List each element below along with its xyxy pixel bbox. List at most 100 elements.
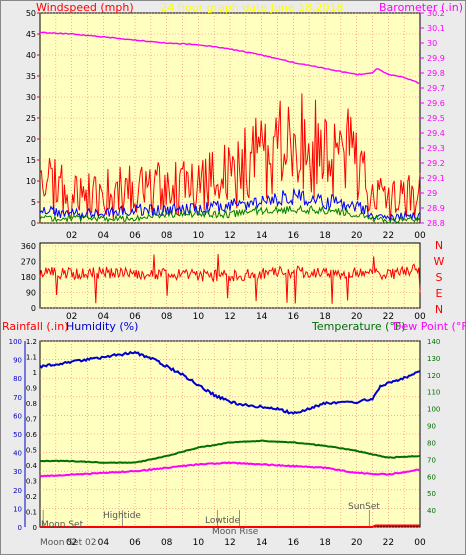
rainfall-tick-label: 0.4 xyxy=(26,462,38,470)
rainfall-tick-label: 1.1 xyxy=(26,354,37,362)
x-tick-label: 12 xyxy=(224,312,235,322)
humidity-axis-title: Humidity (%) xyxy=(66,320,138,333)
x-tick-label: 04 xyxy=(98,231,110,241)
humidity-temp-series xyxy=(39,350,421,528)
temperature-tick-label: 120 xyxy=(427,372,440,380)
x-tick-label: 06 xyxy=(129,231,141,241)
rainfall-tick-label: 0.8 xyxy=(26,400,37,408)
x-tick-label: 20 xyxy=(351,538,363,548)
x-tick-label: 00 xyxy=(414,312,426,322)
graph-title: 24 hour graph date June 18,2018 xyxy=(160,1,343,14)
hightide-label: Hightide xyxy=(103,511,141,521)
x-tick-label: 02 xyxy=(66,231,77,241)
barometer-tick-label: 28.9 xyxy=(427,204,445,213)
temperature-tick-label: 60 xyxy=(427,473,436,481)
x-tick-label: 08 xyxy=(161,231,173,241)
x-tick-label: 04 xyxy=(98,538,110,548)
windspeed-tick-label: 5 xyxy=(31,198,36,207)
windspeed-axis-title: Windspeed (mph) xyxy=(36,1,134,14)
x-tick-label: 00 xyxy=(414,231,426,241)
wind-direction-grid xyxy=(40,243,420,309)
rainfall-tick-label: 0 xyxy=(33,524,37,532)
rainfall-axis-title: Rainfall (.in) xyxy=(2,320,69,333)
x-tick-label: 06 xyxy=(129,538,141,548)
temperature-tick-label: 130 xyxy=(427,355,440,363)
x-tick-label: 06 xyxy=(129,312,141,322)
barometer-tick-label: 29.1 xyxy=(427,174,445,183)
windspeed-tick-label: 20 xyxy=(26,135,36,144)
barometer-tick-label: 29.2 xyxy=(427,159,445,168)
wind-direction-tick-label: 0 xyxy=(31,304,36,313)
compass-direction-label: S xyxy=(436,271,443,284)
wind-speed-line xyxy=(39,188,421,223)
compass-direction-label: W xyxy=(434,255,445,268)
x-tick-label: 02 xyxy=(66,312,77,322)
sunset-label: SunSet xyxy=(348,502,380,512)
rainfall-tick-label: 0.3 xyxy=(26,478,37,486)
windspeed-tick-label: 0 xyxy=(31,219,36,228)
windspeed-tick-label: 45 xyxy=(26,30,36,39)
wind-direction-tick-label: 360 xyxy=(21,242,36,251)
barometer-tick-label: 29.4 xyxy=(427,129,445,138)
x-tick-label: 22 xyxy=(383,312,394,322)
humidity-tick-label: 100 xyxy=(9,338,22,346)
humidity-tick-label: 20 xyxy=(13,487,22,495)
windspeed-tick-label: 30 xyxy=(26,93,36,102)
humidity-line xyxy=(39,350,421,415)
humidity-tick-label: 30 xyxy=(13,468,22,476)
barometer-tick-label: 29.5 xyxy=(427,114,445,123)
barometer-tick-label: 30.1 xyxy=(427,24,445,33)
windspeed-tick-label: 40 xyxy=(26,51,36,60)
x-tick-label: 18 xyxy=(319,312,331,322)
x-tick-label: 10 xyxy=(193,312,205,322)
compass-direction-label: N xyxy=(435,239,443,252)
x-tick-label: 16 xyxy=(288,538,300,548)
x-tick-label: 22 xyxy=(383,231,394,241)
windspeed-tick-label: 35 xyxy=(26,72,36,81)
windspeed-tick-label: 10 xyxy=(26,177,36,186)
bottom-moonset-label: Moon Set 02 xyxy=(40,538,96,548)
humidity-temp-grid xyxy=(40,340,420,528)
temperature-tick-label: 50 xyxy=(427,490,436,498)
wind-direction-tick-label: 90 xyxy=(26,289,36,298)
wind-direction-tick-label: 270 xyxy=(21,258,36,267)
barometer-tick-label: 28.8 xyxy=(427,219,445,228)
dewpoint-line xyxy=(39,461,420,478)
wind-direction-line xyxy=(39,253,421,304)
humidity-tick-label: 50 xyxy=(13,431,22,439)
temperature-tick-label: 90 xyxy=(427,423,436,431)
windspeed-axis-ticks: 0 5 10 15 20 25 30 35 40 45 50 28.8 28.9 29 29.1 29.2 29… xyxy=(26,9,445,241)
temperature-axis-title: Temperature (°F) xyxy=(311,320,406,333)
humidity-tick-label: 60 xyxy=(13,412,22,420)
barometer-axis-title: Barometer (.in) xyxy=(379,1,463,14)
wind-direction-tick-label: 180 xyxy=(21,273,36,282)
barometer-tick-label: 29 xyxy=(427,189,437,198)
wind-direction-series xyxy=(39,253,421,304)
x-tick-label: 18 xyxy=(319,538,331,548)
x-tick-label: 10 xyxy=(193,538,205,548)
x-tick-label: 18 xyxy=(319,231,331,241)
rainfall-tick-label: 0.9 xyxy=(26,385,37,393)
rainfall-tick-label: 0.7 xyxy=(26,416,37,424)
x-tick-label: 16 xyxy=(288,231,300,241)
temperature-line xyxy=(39,439,421,465)
x-tick-label: 02 xyxy=(66,538,77,548)
temperature-tick-label: 140 xyxy=(427,338,440,346)
humidity-tick-label: 80 xyxy=(13,375,22,383)
wind-average-line xyxy=(39,204,421,224)
humidity-temp-axis-ticks: 010203040506070809010000.10.20.30.40.50.… xyxy=(9,338,441,548)
rainfall-tick-label: 0.5 xyxy=(26,447,37,455)
x-tick-label: 12 xyxy=(224,538,235,548)
x-tick-label: 20 xyxy=(351,231,363,241)
compass-direction-label: N xyxy=(435,303,443,316)
x-tick-label: 00 xyxy=(414,538,426,548)
humidity-tick-label: 10 xyxy=(13,505,22,513)
moonset-label: Moon Set xyxy=(41,520,84,530)
lowtide-label: Lowtide xyxy=(205,516,240,526)
astro-annotations xyxy=(42,510,370,527)
barometer-tick-label: 29.7 xyxy=(427,84,445,93)
compass-direction-label: E xyxy=(436,287,443,300)
rainfall-tick-label: 0.2 xyxy=(26,493,37,501)
x-tick-label: 14 xyxy=(256,312,268,322)
